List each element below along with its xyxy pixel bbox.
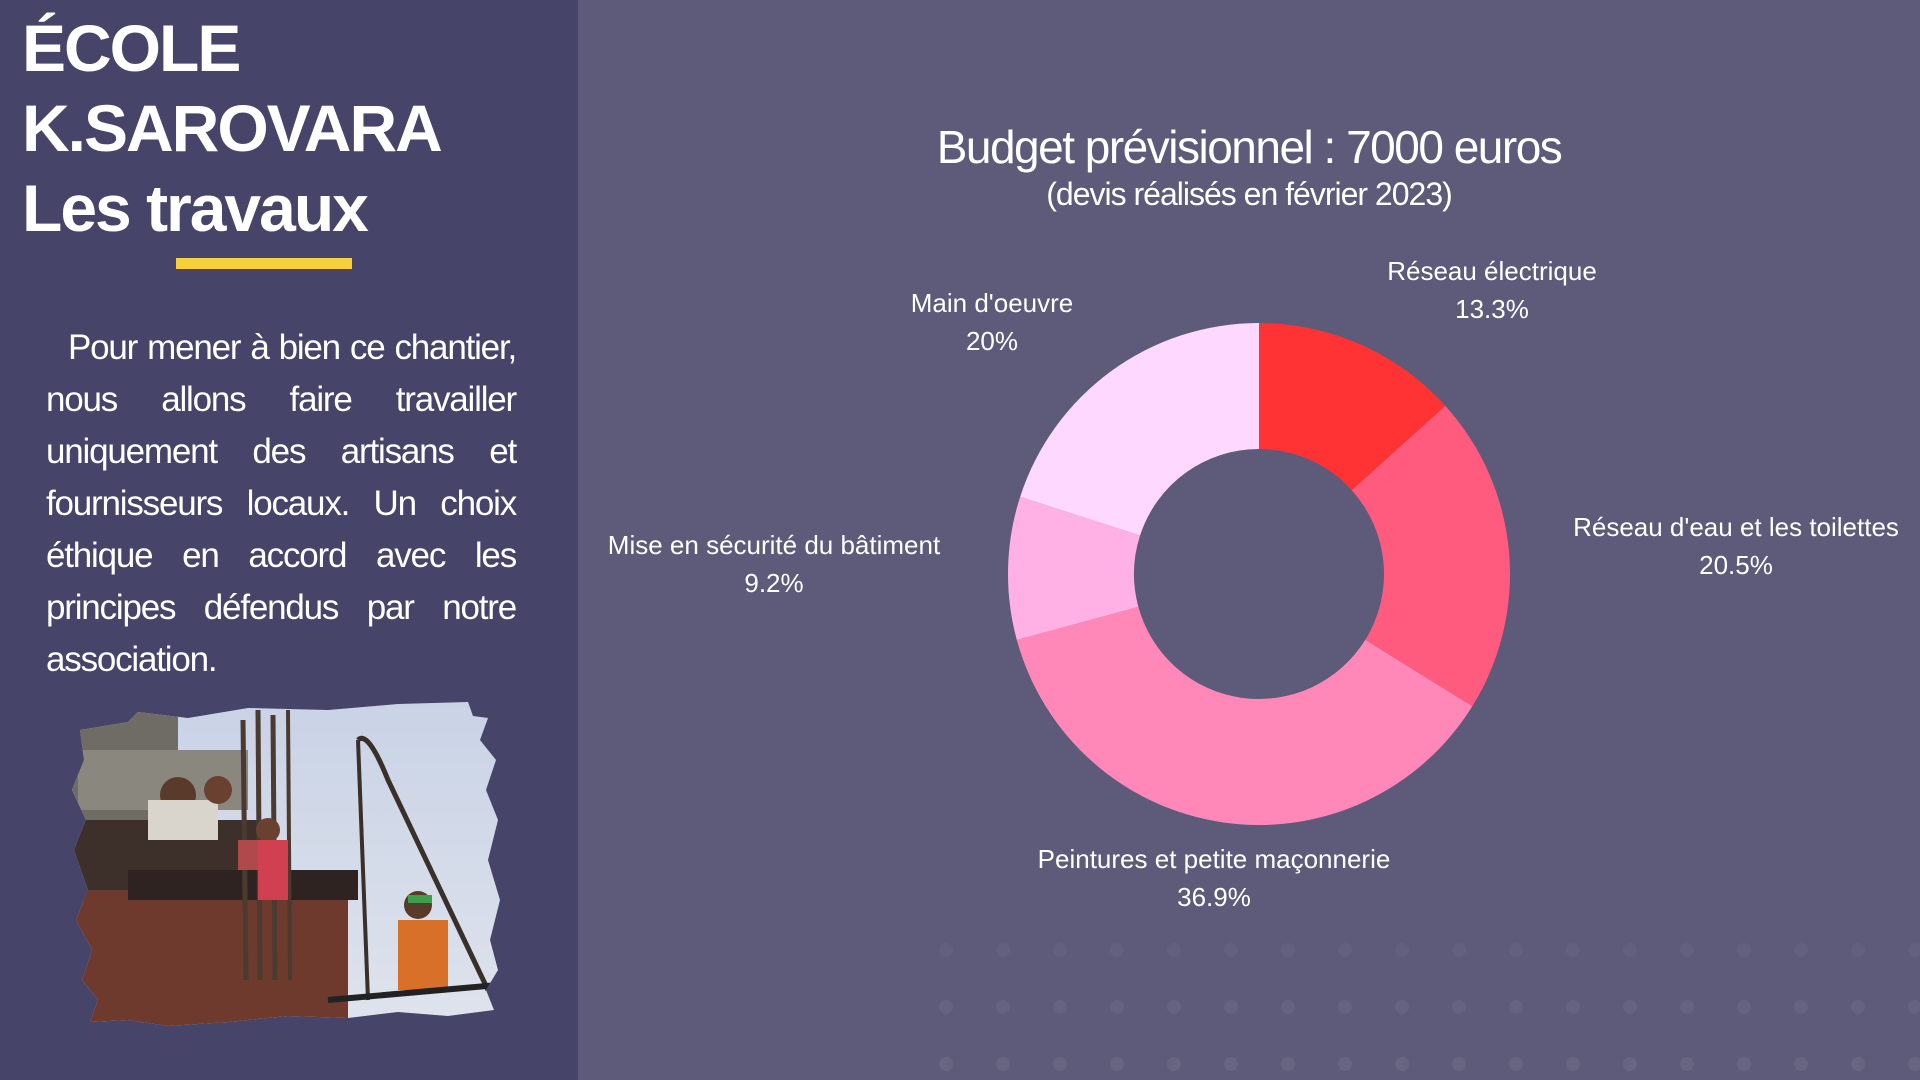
slice-name-electrical: Réseau électrique bbox=[1387, 256, 1597, 286]
decor-dot bbox=[996, 943, 1010, 957]
slice-name-water: Réseau d'eau et les toilettes bbox=[1573, 512, 1899, 542]
slice-percent-electrical: 13.3% bbox=[1455, 294, 1529, 324]
slice-safety bbox=[1008, 496, 1141, 640]
decor-dot bbox=[1167, 943, 1181, 957]
slice-name-safety: Mise en sécurité du bâtiment bbox=[607, 530, 941, 560]
slice-label-paint: Peintures et petite maçonnerie 36.9% bbox=[1038, 840, 1391, 916]
construction-workers-photo bbox=[72, 702, 500, 1026]
slice-percent-safety: 9.2% bbox=[744, 568, 804, 598]
decor-dot bbox=[1566, 1000, 1580, 1014]
decor-dot bbox=[1623, 943, 1637, 957]
decor-dot bbox=[1395, 1000, 1409, 1014]
decor-dot bbox=[1680, 1000, 1694, 1014]
decor-dot bbox=[1224, 1057, 1238, 1071]
decor-dot bbox=[1566, 943, 1580, 957]
slice-water bbox=[1351, 405, 1510, 707]
decor-dot bbox=[1224, 943, 1238, 957]
donut-chart bbox=[1008, 323, 1510, 826]
sidebar: ÉCOLE K.SAROVARA Les travaux Pour mener … bbox=[0, 0, 578, 1080]
decor-dot bbox=[939, 1000, 953, 1014]
decor-dot bbox=[1338, 943, 1352, 957]
decor-dot bbox=[1452, 943, 1466, 957]
page-title: ÉCOLE K.SAROVARA Les travaux bbox=[22, 8, 443, 248]
chart-subtitle: (devis réalisés en février 2023) bbox=[1046, 176, 1453, 212]
decor-dot bbox=[1053, 1057, 1067, 1071]
decor-dot bbox=[1737, 943, 1751, 957]
slice-label-safety: Mise en sécurité du bâtiment 9.2% bbox=[608, 526, 940, 602]
title-underline bbox=[176, 258, 352, 269]
decor-dot bbox=[1224, 1000, 1238, 1014]
decor-dot bbox=[1110, 943, 1124, 957]
chart-area: Budget prévisionnel : 7000 euros (devis … bbox=[578, 0, 1920, 1080]
decor-dot bbox=[1680, 943, 1694, 957]
decor-dot bbox=[1110, 1057, 1124, 1071]
chart-title: Budget prévisionnel : 7000 euros bbox=[936, 121, 1563, 173]
decor-dot bbox=[1509, 943, 1523, 957]
decor-dot bbox=[1053, 1000, 1067, 1014]
slice-percent-paint: 36.9% bbox=[1177, 882, 1251, 912]
decor-dot bbox=[996, 1000, 1010, 1014]
decor-dot bbox=[1794, 943, 1808, 957]
slice-label-electrical: Réseau électrique 13.3% bbox=[1387, 252, 1597, 328]
decor-dot bbox=[1737, 1057, 1751, 1071]
decor-dot bbox=[1167, 1000, 1181, 1014]
decor-dot bbox=[1509, 1000, 1523, 1014]
decor-dot bbox=[1908, 1000, 1920, 1014]
decor-dot bbox=[1395, 943, 1409, 957]
slice-name-labor: Main d'oeuvre bbox=[910, 288, 1074, 318]
decor-dot bbox=[1851, 1057, 1865, 1071]
decor-dot bbox=[1509, 1057, 1523, 1071]
decor-dot bbox=[1794, 1000, 1808, 1014]
decor-dot bbox=[1737, 1000, 1751, 1014]
title-line-works: Les travaux bbox=[22, 171, 369, 245]
decor-dot bbox=[1623, 1057, 1637, 1071]
decor-dot bbox=[939, 1057, 953, 1071]
decor-dot bbox=[939, 943, 953, 957]
decor-dot bbox=[1851, 1000, 1865, 1014]
decor-dot bbox=[1281, 1000, 1295, 1014]
slice-labor bbox=[1020, 323, 1259, 536]
dot-pattern-decoration bbox=[939, 943, 1920, 1071]
decor-dot bbox=[1566, 1057, 1580, 1071]
decor-dot bbox=[1908, 1057, 1920, 1071]
slice-label-labor: Main d'oeuvre 20% bbox=[911, 284, 1074, 360]
slice-electrical bbox=[1259, 323, 1446, 491]
decor-dot bbox=[1281, 943, 1295, 957]
decor-dot bbox=[1908, 943, 1920, 957]
decor-dot bbox=[1851, 943, 1865, 957]
decor-dot bbox=[1452, 1000, 1466, 1014]
slice-paint bbox=[1016, 606, 1473, 826]
decor-dot bbox=[1167, 1057, 1181, 1071]
slice-percent-water: 20.5% bbox=[1699, 550, 1773, 580]
decor-dot bbox=[1281, 1057, 1295, 1071]
title-line-school: ÉCOLE bbox=[22, 11, 241, 85]
slice-label-water: Réseau d'eau et les toilettes 20.5% bbox=[1573, 508, 1899, 584]
slice-percent-labor: 20% bbox=[965, 326, 1019, 356]
decor-dot bbox=[1338, 1057, 1352, 1071]
decor-dot bbox=[1794, 1057, 1808, 1071]
slice-name-paint: Peintures et petite maçonnerie bbox=[1037, 844, 1391, 874]
decor-dot bbox=[1110, 1000, 1124, 1014]
decor-dot bbox=[1395, 1057, 1409, 1071]
decor-dot bbox=[996, 1057, 1010, 1071]
description-text: Pour mener à bien ce chantier, nous allo… bbox=[46, 328, 517, 679]
decor-dot bbox=[1680, 1057, 1694, 1071]
decor-dot bbox=[1452, 1057, 1466, 1071]
title-line-name: K.SAROVARA bbox=[22, 91, 443, 165]
decor-dot bbox=[1623, 1000, 1637, 1014]
decor-dot bbox=[1053, 943, 1067, 957]
decor-dot bbox=[1338, 1000, 1352, 1014]
